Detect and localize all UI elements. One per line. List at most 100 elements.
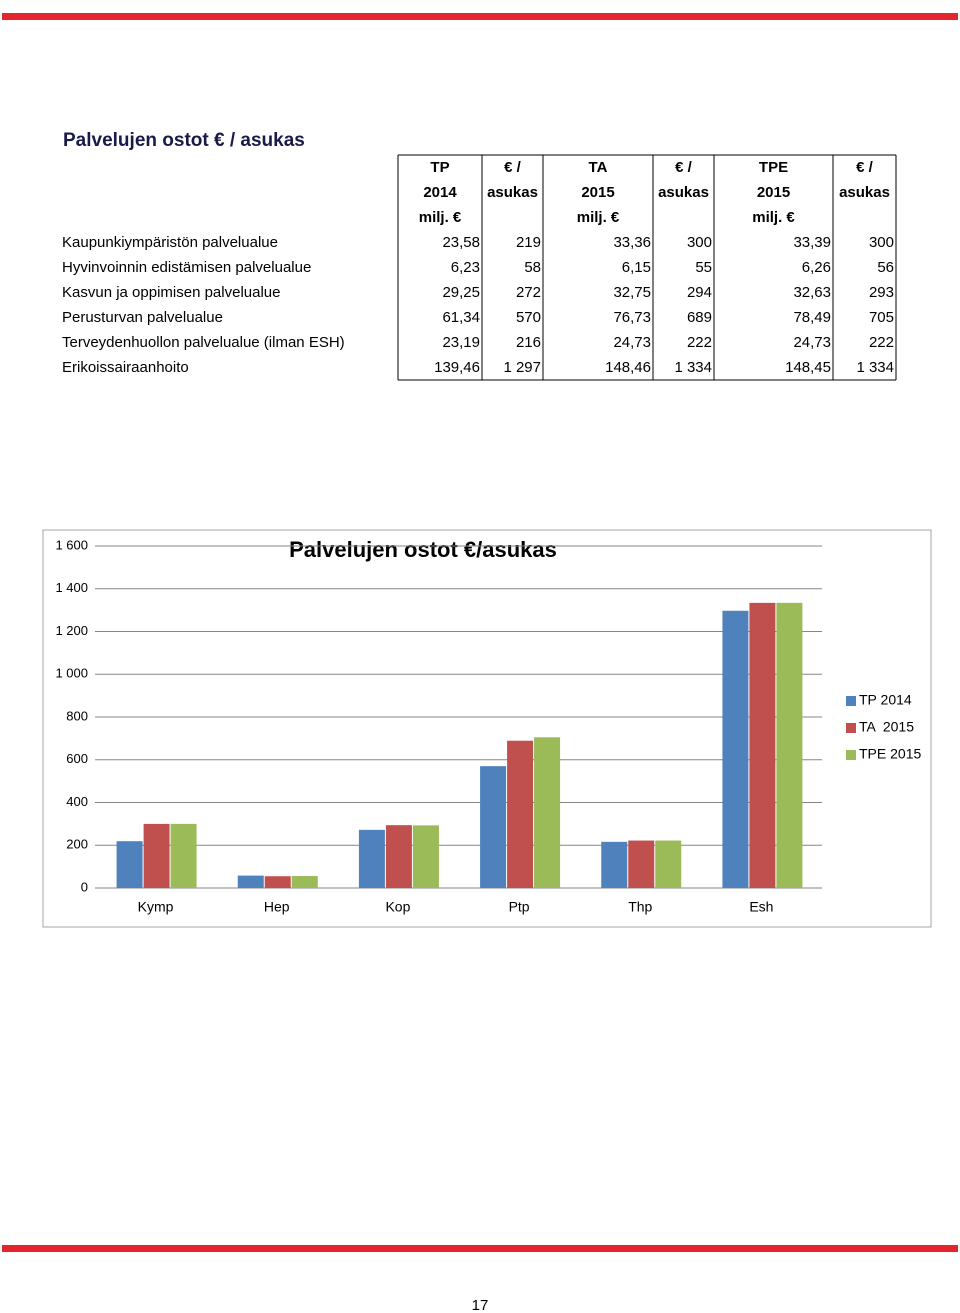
column-header: € / xyxy=(675,159,693,176)
y-tick-label: 400 xyxy=(66,794,88,809)
column-header: milj. € xyxy=(752,209,795,226)
x-tick-label: Kymp xyxy=(138,899,174,915)
column-header: € / xyxy=(504,159,522,176)
bar xyxy=(480,766,507,888)
table-cell: 293 xyxy=(869,284,894,301)
column-header: asukas xyxy=(487,184,538,201)
table-cell: 56 xyxy=(877,259,894,276)
x-tick-label: Esh xyxy=(749,899,773,915)
column-header: TA xyxy=(589,159,608,176)
table-cell: 24,73 xyxy=(793,334,831,351)
bar xyxy=(143,823,170,888)
bar xyxy=(601,841,628,888)
y-tick-label: 200 xyxy=(66,837,88,852)
table-cell: 272 xyxy=(516,284,541,301)
column-header: TP xyxy=(430,159,449,176)
row-label: Perusturvan palvelualue xyxy=(62,309,223,326)
bar xyxy=(655,840,682,888)
bar xyxy=(534,737,561,888)
table-cell: 705 xyxy=(869,309,894,326)
x-tick-label: Thp xyxy=(628,899,652,915)
bar xyxy=(628,840,655,888)
legend-swatch xyxy=(846,750,856,760)
y-tick-label: 1 400 xyxy=(55,580,88,595)
legend-label: TP 2014 xyxy=(859,692,912,708)
table-cell: 6,15 xyxy=(622,259,651,276)
x-tick-label: Kop xyxy=(385,899,410,915)
table-cell: 1 297 xyxy=(503,359,541,376)
column-header: € / xyxy=(856,159,874,176)
table-cell: 1 334 xyxy=(674,359,712,376)
bar xyxy=(749,602,776,888)
legend-label: TPE 2015 xyxy=(859,746,921,762)
chart-title: Palvelujen ostot €/asukas xyxy=(289,537,557,562)
bar xyxy=(358,829,385,888)
table-cell: 23,19 xyxy=(442,334,480,351)
column-header: milj. € xyxy=(577,209,620,226)
table-cell: 55 xyxy=(695,259,712,276)
bar xyxy=(507,740,534,888)
table-cell: 139,46 xyxy=(434,359,480,376)
y-tick-label: 1 000 xyxy=(55,666,88,681)
legend-swatch xyxy=(846,696,856,706)
table-cell: 24,73 xyxy=(613,334,651,351)
row-label: Erikoissairaanhoito xyxy=(62,359,189,376)
y-tick-label: 1 200 xyxy=(55,623,88,638)
bar xyxy=(412,825,439,888)
bar xyxy=(722,610,749,888)
table-cell: 222 xyxy=(869,334,894,351)
column-header: asukas xyxy=(839,184,890,201)
table-cell: 29,25 xyxy=(442,284,480,301)
table-cell: 61,34 xyxy=(442,309,480,326)
x-tick-label: Ptp xyxy=(509,899,530,915)
table-cell: 570 xyxy=(516,309,541,326)
x-tick-label: Hep xyxy=(264,899,290,915)
column-header: milj. € xyxy=(419,209,462,226)
bottom-bar xyxy=(2,1245,958,1252)
y-tick-label: 1 600 xyxy=(55,537,88,552)
table-cell: 300 xyxy=(687,234,712,251)
table-cell: 33,36 xyxy=(613,234,651,251)
y-tick-label: 0 xyxy=(81,879,88,894)
table-cell: 148,46 xyxy=(605,359,651,376)
column-header: 2015 xyxy=(581,184,614,201)
table-cell: 148,45 xyxy=(785,359,831,376)
table-cell: 33,39 xyxy=(793,234,831,251)
legend-label: TA 2015 xyxy=(859,719,914,735)
bar xyxy=(291,876,318,888)
column-header: asukas xyxy=(658,184,709,201)
table-cell: 689 xyxy=(687,309,712,326)
row-label: Kasvun ja oppimisen palvelualue xyxy=(62,284,280,301)
bar xyxy=(385,825,412,888)
bar xyxy=(237,875,264,888)
table-cell: 6,23 xyxy=(451,259,480,276)
table-cell: 32,75 xyxy=(613,284,651,301)
bar xyxy=(776,602,803,888)
page-number: 17 xyxy=(472,1297,489,1313)
table-cell: 32,63 xyxy=(793,284,831,301)
column-header: 2014 xyxy=(423,184,457,201)
table-cell: 6,26 xyxy=(802,259,831,276)
row-label: Kaupunkiympäristön palvelualue xyxy=(62,234,278,251)
table-cell: 23,58 xyxy=(442,234,480,251)
table-cell: 58 xyxy=(524,259,541,276)
legend-swatch xyxy=(846,723,856,733)
table-cell: 76,73 xyxy=(613,309,651,326)
table-cell: 300 xyxy=(869,234,894,251)
table-cell: 294 xyxy=(687,284,712,301)
column-header: 2015 xyxy=(757,184,790,201)
y-tick-label: 600 xyxy=(66,751,88,766)
y-tick-label: 800 xyxy=(66,708,88,723)
bar xyxy=(264,876,291,888)
heading: Palvelujen ostot € / asukas xyxy=(63,130,305,151)
table-cell: 222 xyxy=(687,334,712,351)
table-cell: 219 xyxy=(516,234,541,251)
row-label: Terveydenhuollon palvelualue (ilman ESH) xyxy=(62,334,345,351)
row-label: Hyvinvoinnin edistämisen palvelualue xyxy=(62,259,311,276)
bar xyxy=(170,823,197,888)
table-cell: 78,49 xyxy=(793,309,831,326)
top-bar xyxy=(2,13,958,20)
bar xyxy=(116,841,143,888)
table-cell: 1 334 xyxy=(856,359,894,376)
